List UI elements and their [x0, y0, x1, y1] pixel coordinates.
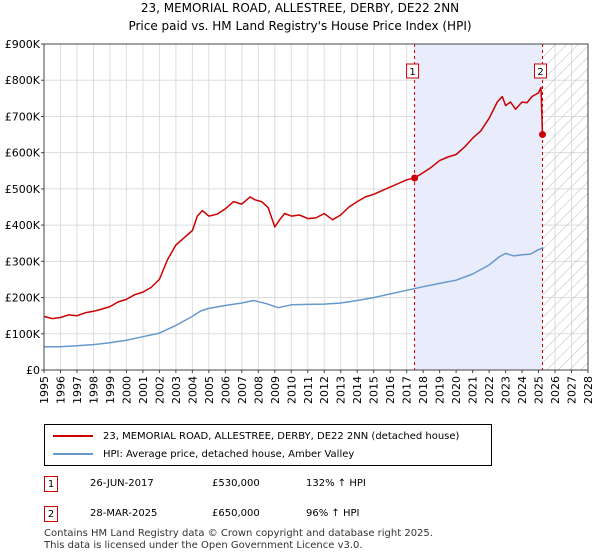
y-tick-label: £800K — [5, 74, 41, 87]
y-tick-label: £600K — [5, 147, 41, 160]
legend-label-property: 23, MEMORIAL ROAD, ALLESTREE, DERBY, DE2… — [103, 431, 460, 442]
hpi-line — [44, 246, 544, 348]
forecast-hatch-region — [542, 44, 588, 370]
sale-date: 28-MAR-2025 — [90, 508, 158, 519]
x-tick-label: 2024 — [516, 376, 529, 404]
x-tick-label: 2002 — [153, 376, 166, 404]
x-tick-label: 2027 — [566, 376, 579, 404]
sale-point — [539, 131, 547, 139]
y-tick-label: £900K — [5, 38, 41, 51]
x-tick-label: 2012 — [318, 376, 331, 404]
x-tick-label: 2001 — [137, 376, 150, 404]
x-tick-label: 2011 — [302, 376, 315, 404]
footer-line: This data is licensed under the Open Gov… — [44, 540, 363, 551]
x-tick-label: 2007 — [236, 376, 249, 404]
sale-point — [411, 174, 419, 182]
legend-swatch-property — [53, 435, 93, 437]
sale-number-badge: 1 — [44, 476, 58, 492]
sale-hpi-change: 132% ↑ HPI — [306, 478, 366, 489]
sale-label-box — [534, 63, 548, 79]
x-tick-label: 1998 — [87, 376, 100, 404]
x-tick-label: 2025 — [533, 376, 546, 404]
legend-swatch-hpi — [53, 453, 93, 455]
x-tick-label: 2026 — [549, 376, 562, 404]
sale-row: 2 28-MAR-2025 £650,000 96% ↑ HPI — [44, 504, 584, 524]
x-tick-label: 2010 — [285, 376, 298, 404]
y-tick-label: £100K — [5, 328, 41, 341]
x-tick-label: 2005 — [203, 376, 216, 404]
x-tick-label: 2021 — [467, 376, 480, 404]
x-tick-label: 1997 — [71, 376, 84, 404]
highlight-region — [414, 44, 543, 370]
y-tick-label: £500K — [5, 183, 41, 196]
x-tick-label: 2016 — [384, 376, 397, 404]
x-tick-label: 2015 — [368, 376, 381, 404]
sale-price: £650,000 — [212, 508, 260, 519]
chart-title: 23, MEMORIAL ROAD, ALLESTREE, DERBY, DE2… — [141, 1, 459, 15]
price-chart: 23, MEMORIAL ROAD, ALLESTREE, DERBY, DE2… — [5, 1, 595, 404]
x-tick-label: 2014 — [351, 376, 364, 404]
footer-attribution: Contains HM Land Registry data © Crown c… — [44, 528, 433, 552]
x-tick-label: 2008 — [252, 376, 265, 404]
x-tick-label: 1995 — [38, 376, 51, 404]
y-tick-label: £400K — [5, 219, 41, 232]
y-tick-label: £200K — [5, 292, 41, 305]
x-tick-label: 2023 — [500, 376, 513, 404]
x-tick-label: 2028 — [582, 376, 595, 404]
sale-hpi-change: 96% ↑ HPI — [306, 508, 360, 519]
y-tick-label: £700K — [5, 110, 41, 123]
x-tick-label: 2000 — [120, 376, 133, 404]
sale-price: £530,000 — [212, 478, 260, 489]
x-tick-label: 2022 — [483, 376, 496, 404]
sale-label-box — [406, 63, 420, 79]
legend-item-hpi: HPI: Average price, detached house, Ambe… — [53, 446, 354, 464]
y-tick-label: £0 — [26, 364, 40, 377]
x-tick-label: 2019 — [434, 376, 447, 404]
x-tick-label: 2020 — [450, 376, 463, 404]
y-tick-label: £300K — [5, 255, 41, 268]
x-tick-label: 2018 — [417, 376, 430, 404]
sale-number-badge: 2 — [44, 506, 58, 522]
sale-date: 26-JUN-2017 — [90, 478, 154, 489]
x-tick-label: 2013 — [335, 376, 348, 404]
x-tick-label: 2017 — [401, 376, 414, 404]
legend-item-property: 23, MEMORIAL ROAD, ALLESTREE, DERBY, DE2… — [53, 428, 459, 446]
sale-label: 2 — [537, 67, 543, 78]
x-tick-label: 2003 — [170, 376, 183, 404]
x-tick-label: 1999 — [104, 376, 117, 404]
chart-subtitle: Price paid vs. HM Land Registry's House … — [128, 19, 471, 33]
x-tick-label: 2009 — [269, 376, 282, 404]
x-tick-label: 2006 — [219, 376, 232, 404]
plot-frame — [43, 43, 589, 371]
legend-label-hpi: HPI: Average price, detached house, Ambe… — [103, 449, 355, 460]
sale-row: 1 26-JUN-2017 £530,000 132% ↑ HPI — [44, 474, 584, 494]
x-tick-label: 2004 — [186, 376, 199, 404]
property-price-line — [43, 86, 544, 320]
x-tick-label: 1996 — [54, 376, 67, 404]
footer-line: Contains HM Land Registry data © Crown c… — [44, 528, 433, 539]
legend: 23, MEMORIAL ROAD, ALLESTREE, DERBY, DE2… — [44, 424, 492, 466]
sale-label: 1 — [409, 67, 415, 78]
